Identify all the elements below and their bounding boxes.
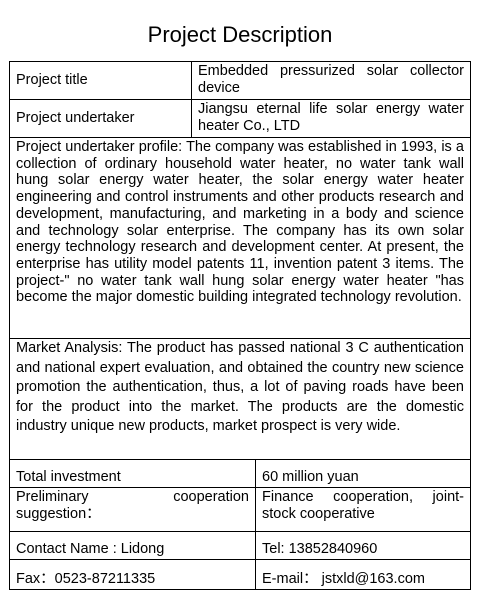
contact-name: Contact Name : Lidong (10, 532, 256, 559)
project-title-label: Project title (10, 62, 192, 99)
contact-email: E-mail： jstxld@163.com (262, 571, 425, 587)
project-description-table: Project title Embedded pressurized solar… (9, 61, 471, 590)
contact-tel: Tel: 13852840960 (262, 541, 378, 557)
project-undertaker-value: Jiangsu eternal life solar energy water … (198, 101, 464, 134)
contact-fax: Fax：0523-87211335 (10, 560, 256, 589)
row-market-analysis: Market Analysis: The product has passed … (10, 339, 470, 460)
cooperation-value: Finance cooperation, joint-stock coopera… (262, 489, 464, 522)
cooperation-label: Preliminary cooperation suggestion： (10, 488, 256, 531)
row-cooperation: Preliminary cooperation suggestion： Fina… (10, 488, 470, 532)
row-fax-email: Fax：0523-87211335 E-mail： jstxld@163.com (10, 560, 470, 589)
row-profile: Project undertaker profile: The company … (10, 138, 470, 339)
project-title-value: Embedded pressurized solar collector dev… (198, 63, 464, 96)
row-project-title: Project title Embedded pressurized solar… (10, 62, 470, 100)
row-contact: Contact Name : Lidong Tel: 13852840960 (10, 532, 470, 560)
total-investment-label: Total investment (10, 460, 256, 487)
undertaker-profile-text: Project undertaker profile: The company … (16, 139, 464, 306)
page-title: Project Description (147, 22, 333, 47)
market-analysis-text: Market Analysis: The product has passed … (16, 340, 464, 435)
row-total-investment: Total investment 60 million yuan (10, 460, 470, 488)
row-project-undertaker: Project undertaker Jiangsu eternal life … (10, 100, 470, 138)
total-investment-value: 60 million yuan (262, 469, 359, 485)
project-undertaker-label: Project undertaker (10, 100, 192, 137)
